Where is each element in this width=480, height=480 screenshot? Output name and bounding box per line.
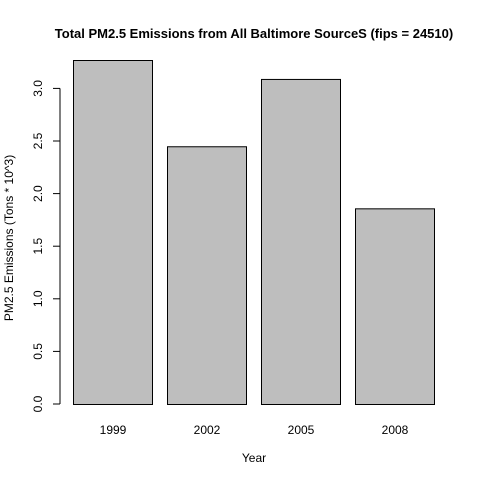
y-tick-label: 3.0: [31, 80, 45, 97]
chart-title: Total PM2.5 Emissions from All Baltimore…: [55, 26, 453, 41]
bar-1999: [73, 60, 153, 405]
bars: [73, 60, 435, 405]
y-tick-label: 0.0: [31, 395, 45, 412]
y-tick-label: 2.5: [31, 132, 45, 149]
x-tick-label: 2002: [194, 423, 221, 437]
x-tick-labels: 1999 2002 2005 2008: [100, 423, 409, 437]
bar-2008: [355, 208, 435, 405]
bar-2005: [261, 78, 341, 405]
x-tick-label: 2008: [382, 423, 409, 437]
y-tick-label: 1.5: [31, 238, 45, 255]
y-tick-label: 2.0: [31, 185, 45, 202]
x-tick-label: 2005: [288, 423, 315, 437]
y-axis-label: PM2.5 Emissions (Tons * 10^3): [2, 155, 16, 321]
y-tick-label: 1.0: [31, 290, 45, 307]
x-axis-label: Year: [242, 451, 266, 465]
y-axis: 0.0 0.5 1.0 1.5 2.0 2.5 3.0: [31, 80, 61, 412]
bar-2002: [167, 146, 247, 405]
y-tick-label: 0.5: [31, 343, 45, 360]
x-tick-label: 1999: [100, 423, 127, 437]
